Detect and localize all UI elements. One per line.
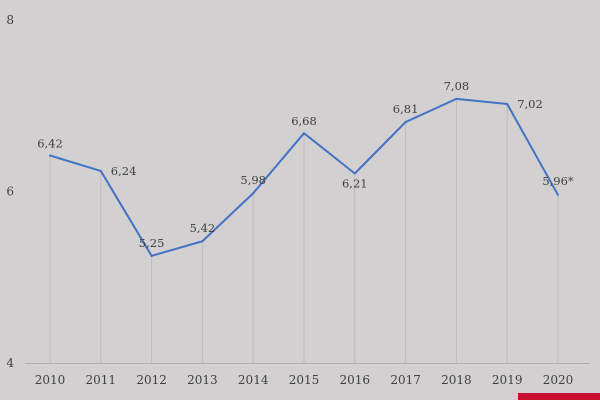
data-label-2013: 5,42 <box>190 221 216 235</box>
data-label-2016: 6,21 <box>342 176 368 190</box>
x-tick-label-2020: 2020 <box>543 373 574 387</box>
data-point-2011 <box>99 169 102 172</box>
data-point-2018 <box>455 97 458 100</box>
x-tick-label-2012: 2012 <box>136 373 167 387</box>
data-point-2016 <box>353 172 356 175</box>
data-point-2019 <box>506 103 509 106</box>
data-point-2010 <box>49 154 51 157</box>
data-label-2020: 5,96* <box>542 174 574 188</box>
x-tick-label-2016: 2016 <box>340 373 371 387</box>
data-point-2013 <box>201 240 204 243</box>
data-label-2014: 5,98 <box>240 173 266 187</box>
data-label-2012: 5,25 <box>139 236 165 250</box>
x-tick-label-2017: 2017 <box>390 373 421 387</box>
data-point-2017 <box>404 121 407 124</box>
watermark-badge <box>518 393 600 400</box>
data-point-2014 <box>252 192 255 195</box>
y-tick-label-4: 4 <box>6 356 14 370</box>
data-point-2012 <box>150 254 153 257</box>
x-tick-label-2010: 2010 <box>35 373 66 387</box>
data-point-2015 <box>303 132 305 135</box>
x-tick-label-2015: 2015 <box>289 373 320 387</box>
x-tick-label-2011: 2011 <box>86 373 117 387</box>
x-tick-label-2018: 2018 <box>441 373 472 387</box>
data-label-2018: 7,08 <box>444 79 470 93</box>
x-tick-label-2013: 2013 <box>187 373 218 387</box>
data-label-2011: 6,24 <box>111 164 137 178</box>
y-tick-label-8: 8 <box>6 13 14 27</box>
data-point-2020 <box>557 193 559 196</box>
x-tick-label-2014: 2014 <box>238 373 269 387</box>
data-label-2010: 6,42 <box>37 136 63 150</box>
y-tick-label-6: 6 <box>6 185 14 199</box>
data-label-2015: 6,68 <box>291 114 317 128</box>
data-label-2019: 7,02 <box>517 97 543 111</box>
data-label-2017: 6,81 <box>393 102 419 116</box>
x-tick-label-2019: 2019 <box>492 373 523 387</box>
